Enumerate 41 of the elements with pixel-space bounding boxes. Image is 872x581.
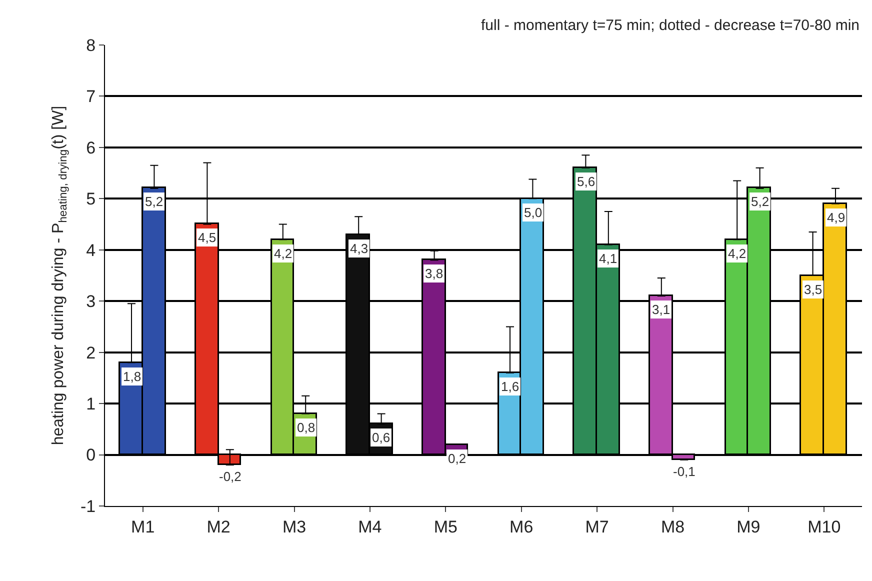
x-tick-label: M10 bbox=[808, 517, 841, 536]
x-tick-label: M4 bbox=[358, 517, 382, 536]
data-label: 5,0 bbox=[524, 205, 542, 220]
data-label: 4,5 bbox=[198, 230, 216, 245]
data-label: 1,6 bbox=[501, 379, 520, 394]
y-tick-label: 3 bbox=[86, 292, 96, 312]
data-label: 4,3 bbox=[350, 241, 368, 256]
x-tick-label: M1 bbox=[131, 517, 155, 536]
x-tick-label: M6 bbox=[510, 517, 534, 536]
data-label: -0,1 bbox=[673, 464, 696, 479]
data-label: 1,8 bbox=[123, 369, 142, 384]
data-label: 5,2 bbox=[145, 194, 164, 209]
data-label: 0,2 bbox=[448, 451, 466, 466]
x-tick-label: M3 bbox=[282, 517, 306, 536]
data-label: 0,8 bbox=[297, 420, 316, 435]
y-tick-label: 7 bbox=[86, 87, 96, 106]
data-label: 4,2 bbox=[274, 246, 292, 261]
data-label: 3,5 bbox=[804, 282, 822, 297]
data-label: -0,2 bbox=[219, 469, 242, 484]
x-tick-label: M2 bbox=[206, 517, 230, 536]
x-tick-label: M9 bbox=[736, 517, 760, 536]
x-tick-label: M8 bbox=[660, 517, 685, 536]
data-label: 3,1 bbox=[652, 302, 670, 317]
data-label: 3,8 bbox=[425, 266, 444, 281]
chart-title: full - momentary t=75 min; dotted - decrease t=70-80 min bbox=[481, 17, 860, 34]
y-tick-label: 1 bbox=[86, 394, 96, 414]
y-tick-label: 2 bbox=[86, 343, 96, 362]
data-label: 5,6 bbox=[577, 174, 596, 189]
data-label: 4,1 bbox=[599, 251, 618, 266]
data-label: 4,9 bbox=[827, 210, 846, 225]
y-tick-label: -1 bbox=[80, 496, 96, 516]
y-tick-label: 5 bbox=[86, 190, 96, 209]
y-tick-label: 0 bbox=[86, 446, 96, 465]
y-tick-label: 6 bbox=[86, 138, 96, 158]
y-tick-label: 4 bbox=[86, 240, 96, 260]
x-tick-label: M5 bbox=[434, 517, 458, 536]
data-label: 4,2 bbox=[728, 246, 746, 261]
x-tick-label: M7 bbox=[585, 517, 609, 536]
data-label: 0,6 bbox=[372, 430, 390, 445]
data-label: 5,2 bbox=[751, 194, 770, 209]
y-tick-label: 8 bbox=[86, 36, 96, 55]
